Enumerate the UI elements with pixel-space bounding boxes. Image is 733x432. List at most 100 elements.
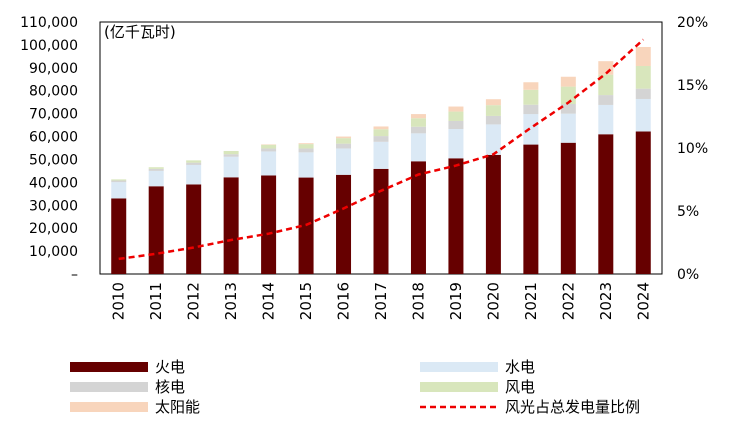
bar-风电-2015 [298,144,314,149]
bar-风电-2023 [598,74,614,96]
bar-风电-2022 [560,86,576,105]
bar-太阳能-2021 [523,82,539,90]
x-tick-label: 2022 [559,282,577,320]
bar-核电-2022 [560,104,576,114]
bar-火电-2014 [261,175,277,274]
x-axis: 2010 2011 2012 2013 2014 2015 2016 2017 2018 2019… [110,282,653,320]
x-tick-label: 2012 [185,282,203,320]
legend-label: 水电 [505,358,535,376]
bar-风电-2020 [485,105,501,116]
right-axis: 0% 5% 10% 15% 20% [677,15,708,283]
right-tick-label: 20% [677,15,708,31]
bar-太阳能-2018 [410,114,426,119]
bar-太阳能-2019 [448,106,464,112]
bar-水电-2017 [373,141,389,169]
left-tick-label: 100,000 [20,38,78,54]
bar-核电-2015 [298,148,314,153]
bar-核电-2023 [598,95,614,105]
bar-太阳能-2022 [560,76,576,87]
left-tick-label: 50,000 [29,152,78,168]
line-风光占总发电量比例 [118,38,645,261]
x-tick-label: 2016 [335,282,353,320]
legend-swatch-水电 [420,362,498,372]
left-tick-label: – [71,267,78,283]
bar-太阳能-2016 [336,136,352,139]
legend-label: 风光占总发电量比例 [505,398,640,416]
bar-火电-2020 [485,154,501,274]
bar-火电-2021 [523,144,539,274]
bar-火电-2017 [373,168,389,274]
x-tick-label: 2020 [484,282,502,320]
right-tick-label: 15% [677,78,708,94]
bar-火电-2022 [560,142,576,274]
bar-核电-2017 [373,136,389,142]
x-tick-label: 2010 [110,282,128,320]
stacked-bars [111,46,651,274]
bar-核电-2014 [261,148,277,152]
bar-火电-2016 [336,174,352,274]
x-tick-label: 2017 [372,282,390,320]
bar-核电-2019 [448,120,464,129]
x-tick-label: 2014 [260,282,278,320]
bar-水电-2014 [261,151,277,176]
legend-label: 火电 [155,358,185,376]
bar-太阳能-2020 [485,99,501,106]
bar-风电-2011 [148,167,164,169]
bar-风电-2021 [523,89,539,105]
bar-核电-2012 [186,162,202,165]
x-tick-label: 2018 [409,282,427,320]
bar-水电-2022 [560,113,576,143]
ratio-line-series [118,38,645,261]
legend-swatch-核电 [70,382,148,392]
legend-swatch-风电 [420,382,498,392]
legend-label: 风电 [505,378,535,396]
left-tick-label: 20,000 [29,221,78,237]
right-tick-label: 10% [677,141,708,157]
left-tick-label: 70,000 [29,107,78,123]
bar-水电-2021 [523,114,539,145]
x-tick-label: 2021 [522,282,540,320]
bar-太阳能-2024 [635,46,651,66]
bar-核电-2024 [635,88,651,99]
bar-风电-2019 [448,111,464,121]
bar-水电-2011 [148,170,164,187]
x-tick-label: 2015 [297,282,315,320]
bar-核电-2021 [523,104,539,115]
bar-风电-2013 [223,150,239,155]
bar-太阳能-2015 [298,143,314,145]
bar-水电-2023 [598,104,614,135]
bar-火电-2018 [410,161,426,274]
bar-水电-2010 [111,182,127,199]
left-axis: – 10,000 20,000 30,000 40,000 50,000 60,000 70,… [20,15,78,283]
bar-水电-2013 [223,156,239,178]
bar-火电-2013 [223,177,239,274]
bar-水电-2018 [410,133,426,162]
legend-swatch-火电 [70,362,148,372]
bar-核电-2011 [148,168,164,171]
left-tick-label: 80,000 [29,84,78,100]
left-tick-label: 10,000 [29,244,78,260]
bar-水电-2015 [298,152,314,178]
bar-火电-2024 [635,131,651,274]
x-tick-label: 2011 [147,282,165,320]
bar-太阳能-2017 [373,126,389,130]
bar-风电-2016 [336,138,352,144]
bar-风电-2017 [373,129,389,137]
bar-风电-2012 [186,160,202,163]
left-tick-label: 40,000 [29,175,78,191]
bar-火电-2010 [111,198,127,274]
bar-核电-2018 [410,126,426,134]
bar-火电-2012 [186,184,202,274]
bar-风电-2014 [261,144,277,149]
bar-核电-2010 [111,180,127,183]
bar-核电-2020 [485,115,501,125]
legend-label: 太阳能 [155,398,200,416]
left-tick-label: 110,000 [20,15,78,31]
bar-风电-2018 [410,118,426,127]
legend-label: 核电 [155,378,185,396]
bar-核电-2013 [223,154,239,157]
bar-火电-2023 [598,134,614,274]
x-tick-label: 2013 [222,282,240,320]
